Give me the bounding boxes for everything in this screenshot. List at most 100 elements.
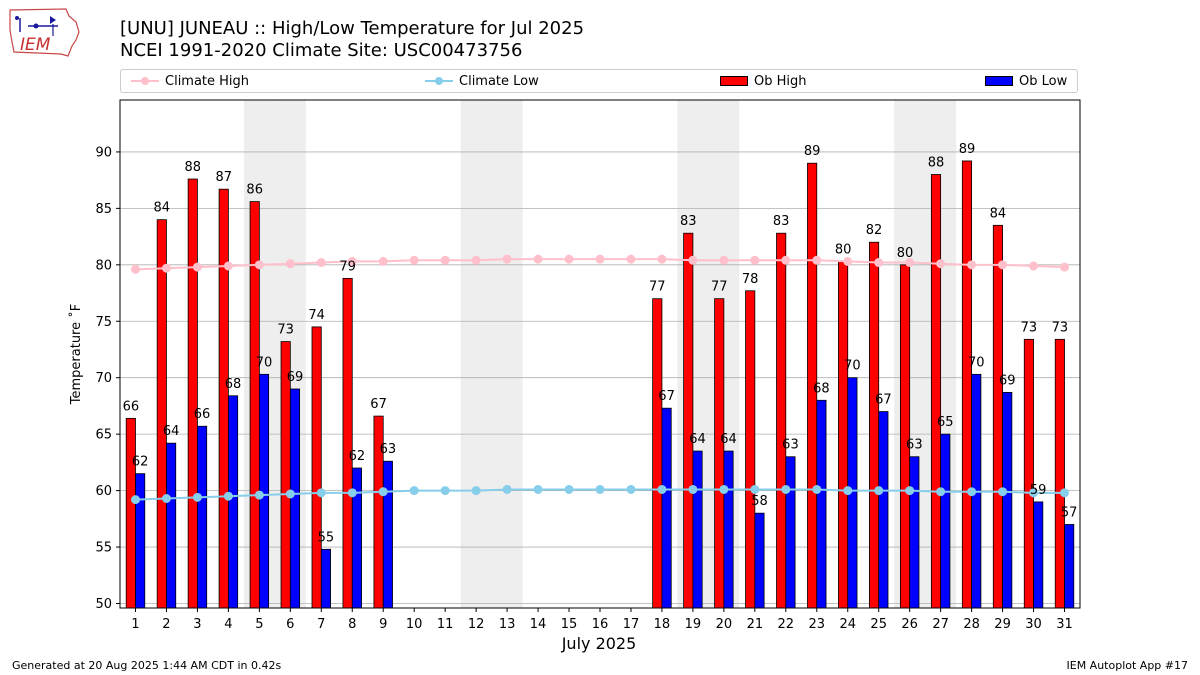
ob-high-bar <box>1054 338 1065 609</box>
legend-label-climate-high: Climate High <box>165 73 250 89</box>
ob-low-label: 67 <box>658 389 675 404</box>
app-id: IEM Autoplot App #17 <box>1066 659 1189 672</box>
climate-high-point <box>967 260 977 270</box>
ob-low-label: 62 <box>132 455 149 470</box>
climate-low-point <box>285 489 295 499</box>
legend-label-ob-high: Ob High <box>754 73 807 89</box>
climate-lines <box>130 254 1070 505</box>
chart-subtitle: NCEI 1991-2020 Climate Site: USC00473756 <box>120 40 523 61</box>
ob-high-bar <box>745 290 756 609</box>
ob-high-label: 79 <box>339 259 356 274</box>
ob-low-label: 63 <box>906 438 923 453</box>
ob-high-bar <box>311 326 322 609</box>
x-tick-label: 20 <box>716 617 733 632</box>
ob-high-bar <box>187 178 198 609</box>
x-tick-label: 22 <box>778 617 795 632</box>
iem-logo: IEM <box>9 8 80 57</box>
ob-high-label: 83 <box>680 214 697 229</box>
weekend-band <box>491 100 523 608</box>
y-tick-label: 80 <box>95 258 112 273</box>
climate-high-point <box>471 255 481 265</box>
ob-low-label: 59 <box>1030 483 1047 498</box>
x-tick-label: 21 <box>747 617 764 632</box>
ob-low-label: 69 <box>999 373 1016 388</box>
climate-high-point <box>688 255 698 265</box>
climate-high-swatch <box>131 77 159 85</box>
x-tick-label: 23 <box>809 617 826 632</box>
climate-low-point <box>254 490 264 500</box>
ob-low-label: 63 <box>380 442 397 457</box>
ob-high-label: 73 <box>1052 320 1069 335</box>
climate-low-point <box>502 484 512 494</box>
x-tick-label: 17 <box>623 617 640 632</box>
ob-high-bar <box>776 232 787 609</box>
climate-low-point <box>1060 488 1070 498</box>
x-tick-label: 11 <box>437 617 454 632</box>
ob-high-bar <box>652 298 663 609</box>
ob-high-bar <box>342 277 353 609</box>
chart-title: [UNU] JUNEAU :: High/Low Temperature for… <box>120 18 585 39</box>
climate-high-point <box>998 260 1008 270</box>
ob-low-label: 62 <box>349 449 366 464</box>
y-axis-label: Temperature ˚F <box>68 304 84 405</box>
x-axis-label: July 2025 <box>561 634 637 653</box>
ob-low-label: 58 <box>751 494 768 509</box>
climate-low-point <box>316 488 326 498</box>
ob-high-label: 77 <box>711 280 728 295</box>
ob-high-label: 74 <box>308 308 325 323</box>
climate-low-point <box>595 484 605 494</box>
ob-low-bar <box>785 456 796 609</box>
ob-low-bar <box>661 407 672 609</box>
ob-high-label: 88 <box>185 160 202 175</box>
ob-low-bar <box>909 456 920 609</box>
y-tick-label: 70 <box>95 371 112 386</box>
climate-low-point <box>781 484 791 494</box>
x-tick-label: 31 <box>1056 617 1073 632</box>
x-tick-label: 18 <box>654 617 671 632</box>
climate-high-point <box>626 254 636 264</box>
climate-high-point <box>378 256 388 266</box>
climate-high-point <box>161 263 171 273</box>
climate-high-point <box>936 259 946 269</box>
ob-high-label: 82 <box>866 223 883 238</box>
x-tick-label: 14 <box>530 617 547 632</box>
x-tick-label: 12 <box>468 617 485 632</box>
ob-low-bar <box>754 512 765 609</box>
climate-low-point <box>440 486 450 496</box>
climate-low-point <box>936 487 946 497</box>
ob-high-swatch <box>720 76 748 86</box>
climate-low-point <box>719 484 729 494</box>
x-tick-label: 9 <box>379 617 387 632</box>
data-labels: 66 84 88 87 86 73 74 79 67 77 83 77 78 83 89 80 82 80 88 89… <box>123 142 1078 545</box>
ob-low-bar <box>1033 501 1044 609</box>
ob-high-bar <box>838 261 849 609</box>
ob-high-label: 88 <box>928 156 945 171</box>
ob-low-label: 70 <box>256 355 273 370</box>
ob-low-label: 70 <box>968 355 985 370</box>
ob-high-bar <box>125 417 136 609</box>
ob-low-label: 69 <box>287 370 304 385</box>
ob-high-label: 89 <box>804 144 821 159</box>
ob-low-bar <box>135 473 146 609</box>
x-tick-label: 13 <box>499 617 516 632</box>
ob-low-bar <box>816 399 827 609</box>
climate-high-point <box>750 255 760 265</box>
climate-low-point <box>874 486 884 496</box>
climate-high-point <box>347 256 357 266</box>
climate-high-point <box>502 254 512 264</box>
ob-high-bar <box>869 241 880 609</box>
ob-low-bar <box>878 411 889 609</box>
climate-high-point <box>781 255 791 265</box>
x-tick-label: 15 <box>561 617 578 632</box>
x-tick-label: 26 <box>901 617 918 632</box>
climate-high-point <box>874 258 884 268</box>
ob-high-label: 78 <box>742 272 759 287</box>
ob-low-bar <box>1064 524 1075 609</box>
ob-high-bar <box>899 264 911 609</box>
climate-high-point <box>192 262 202 272</box>
climate-low-point <box>161 493 171 503</box>
x-tick-label: 29 <box>994 617 1011 632</box>
climate-high-point <box>1029 261 1039 271</box>
